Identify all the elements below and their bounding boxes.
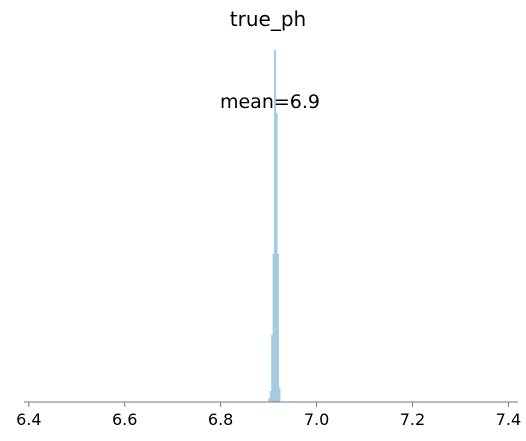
x-tick-label-1: 6.6 xyxy=(112,410,137,429)
mean-annotation: mean=6.9 xyxy=(220,91,320,113)
x-axis-ticks: 6.4 6.6 6.8 7.0 7.2 7.4 xyxy=(16,402,521,429)
histogram-bar-7 xyxy=(278,387,281,403)
x-tick-label-2: 6.8 xyxy=(208,410,233,429)
chart-title: true_ph xyxy=(230,7,306,31)
histogram-bar-6 xyxy=(276,253,279,403)
x-tick-label-3: 7.0 xyxy=(304,410,329,429)
x-tick-label-4: 7.2 xyxy=(400,410,425,429)
x-tick-label-0: 6.4 xyxy=(16,410,41,429)
x-tick-label-5: 7.4 xyxy=(496,410,521,429)
